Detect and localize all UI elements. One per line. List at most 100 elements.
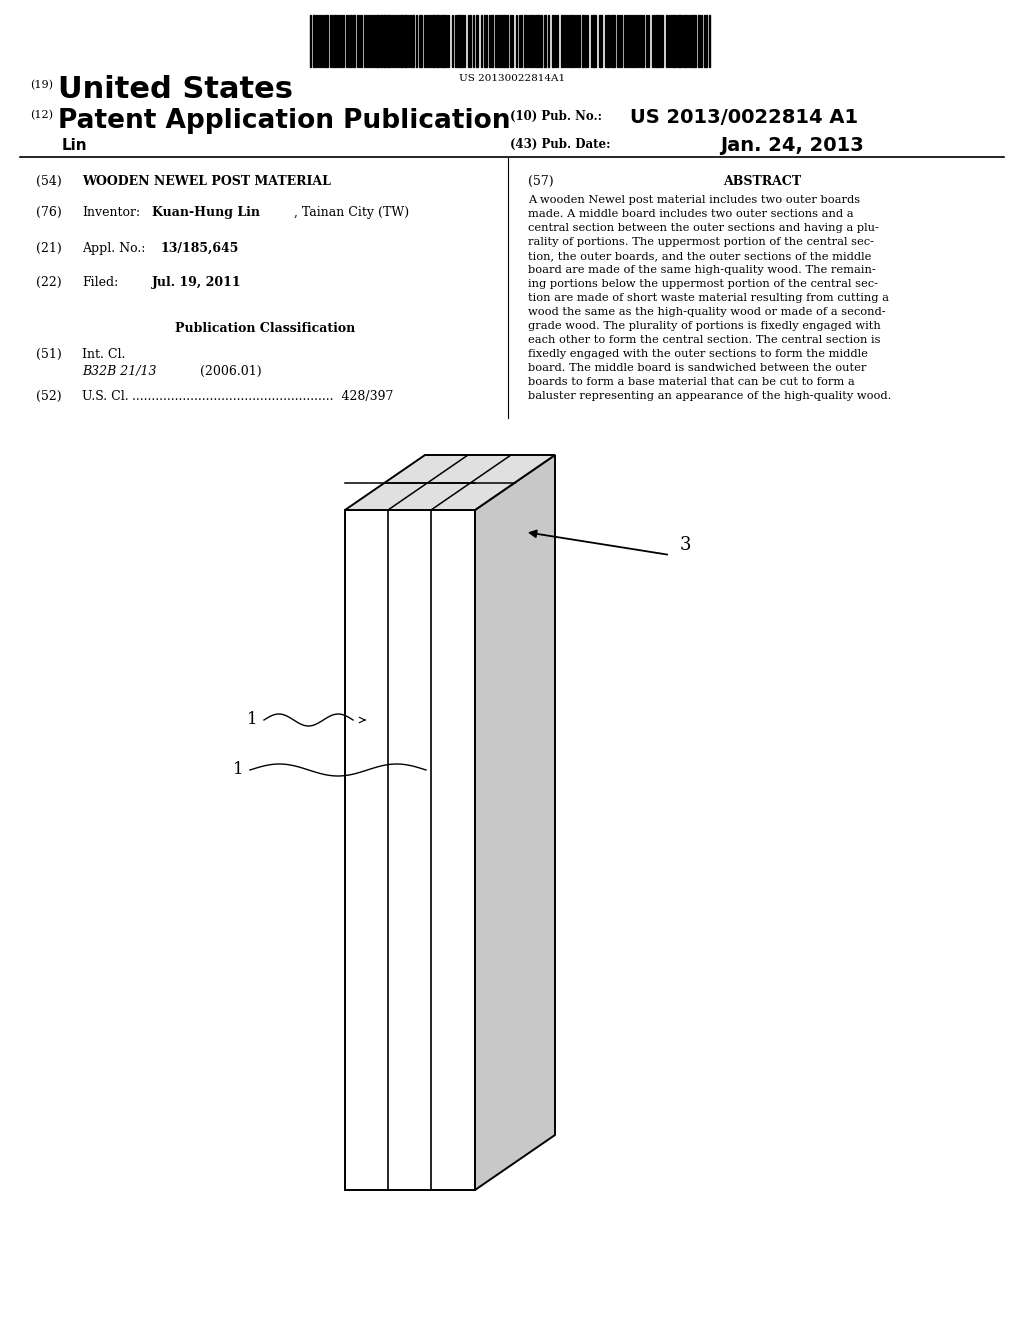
- Bar: [383, 15, 386, 67]
- Bar: [393, 15, 395, 67]
- Text: (21): (21): [36, 242, 61, 255]
- Bar: [536, 15, 539, 67]
- Text: tion, the outer boards, and the outer sections of the middle: tion, the outer boards, and the outer se…: [528, 251, 871, 261]
- Polygon shape: [345, 455, 555, 510]
- Bar: [607, 15, 609, 67]
- Text: wood the same as the high-quality wood or made of a second-: wood the same as the high-quality wood o…: [528, 308, 886, 317]
- Bar: [457, 15, 460, 67]
- Text: board are made of the same high-quality wood. The remain-: board are made of the same high-quality …: [528, 265, 876, 275]
- Bar: [503, 15, 505, 67]
- Text: Lin: Lin: [62, 139, 88, 153]
- Bar: [436, 15, 439, 67]
- Text: (10) Pub. No.:: (10) Pub. No.:: [510, 110, 602, 123]
- Bar: [376, 15, 379, 67]
- Bar: [570, 15, 572, 67]
- Text: ....................................................  428/397: ........................................…: [128, 389, 393, 403]
- Text: Filed:: Filed:: [82, 276, 118, 289]
- Text: rality of portions. The uppermost portion of the central sec-: rality of portions. The uppermost portio…: [528, 238, 874, 247]
- Bar: [690, 15, 692, 67]
- Text: (19): (19): [30, 81, 53, 90]
- Text: 1: 1: [232, 762, 244, 779]
- Text: board. The middle board is sandwiched between the outer: board. The middle board is sandwiched be…: [528, 363, 866, 374]
- Text: Jul. 19, 2011: Jul. 19, 2011: [152, 276, 242, 289]
- Bar: [698, 15, 700, 67]
- Text: (51): (51): [36, 348, 61, 360]
- Text: Int. Cl.: Int. Cl.: [82, 348, 125, 360]
- Bar: [432, 15, 435, 67]
- Bar: [544, 15, 546, 67]
- Text: baluster representing an appearance of the high-quality wood.: baluster representing an appearance of t…: [528, 391, 891, 401]
- Text: (52): (52): [36, 389, 61, 403]
- Bar: [524, 15, 526, 67]
- Bar: [599, 15, 602, 67]
- Text: (2006.01): (2006.01): [200, 366, 261, 378]
- Text: 3: 3: [680, 536, 691, 554]
- Bar: [632, 15, 634, 67]
- Text: 1: 1: [247, 711, 257, 729]
- Text: (57): (57): [528, 176, 554, 187]
- Text: Appl. No.:: Appl. No.:: [82, 242, 150, 255]
- Text: Kuan-Hung Lin: Kuan-Hung Lin: [152, 206, 260, 219]
- Bar: [419, 15, 422, 67]
- Bar: [461, 15, 463, 67]
- Text: Patent Application Publication: Patent Application Publication: [58, 108, 511, 135]
- Text: tion are made of short waste material resulting from cutting a: tion are made of short waste material re…: [528, 293, 889, 304]
- Bar: [334, 15, 336, 67]
- Bar: [326, 15, 328, 67]
- Text: United States: United States: [58, 75, 293, 104]
- Text: WOODEN NEWEL POST MATERIAL: WOODEN NEWEL POST MATERIAL: [82, 176, 331, 187]
- Bar: [350, 15, 352, 67]
- Text: Inventor:: Inventor:: [82, 206, 140, 219]
- Bar: [705, 15, 707, 67]
- Text: A wooden Newel post material includes two outer boards: A wooden Newel post material includes tw…: [528, 195, 860, 205]
- Text: Publication Classification: Publication Classification: [175, 322, 355, 335]
- Text: (43) Pub. Date:: (43) Pub. Date:: [510, 139, 610, 150]
- Text: made. A middle board includes two outer sections and a: made. A middle board includes two outer …: [528, 209, 854, 219]
- Bar: [490, 15, 493, 67]
- Bar: [484, 15, 487, 67]
- Bar: [561, 15, 563, 67]
- Bar: [540, 15, 542, 67]
- Bar: [497, 15, 499, 67]
- Bar: [412, 15, 414, 67]
- Text: each other to form the central section. The central section is: each other to form the central section. …: [528, 335, 881, 345]
- Bar: [500, 15, 502, 67]
- Bar: [582, 15, 584, 67]
- Text: fixedly engaged with the outer sections to form the middle: fixedly engaged with the outer sections …: [528, 348, 868, 359]
- Text: (22): (22): [36, 276, 61, 289]
- Text: ABSTRACT: ABSTRACT: [723, 176, 801, 187]
- Bar: [506, 15, 508, 67]
- Polygon shape: [345, 510, 475, 1191]
- Bar: [313, 15, 315, 67]
- Bar: [552, 15, 554, 67]
- Text: Jan. 24, 2013: Jan. 24, 2013: [720, 136, 864, 154]
- Bar: [442, 15, 445, 67]
- Bar: [678, 15, 681, 67]
- Text: B32B 21/13: B32B 21/13: [82, 366, 157, 378]
- Bar: [612, 15, 615, 67]
- Text: ing portions below the uppermost portion of the central sec-: ing portions below the uppermost portion…: [528, 279, 878, 289]
- Bar: [656, 15, 659, 67]
- Polygon shape: [475, 455, 555, 1191]
- Bar: [476, 15, 478, 67]
- Text: US 2013/0022814 A1: US 2013/0022814 A1: [630, 108, 858, 127]
- Text: (54): (54): [36, 176, 61, 187]
- Text: (76): (76): [36, 206, 61, 219]
- Text: central section between the outer sections and having a plu-: central section between the outer sectio…: [528, 223, 879, 234]
- Text: 13/185,645: 13/185,645: [160, 242, 239, 255]
- Bar: [693, 15, 696, 67]
- Bar: [380, 15, 382, 67]
- Text: (12): (12): [30, 110, 53, 120]
- Bar: [672, 15, 675, 67]
- Text: U.S. Cl.: U.S. Cl.: [82, 389, 129, 403]
- Text: grade wood. The plurality of portions is fixedly engaged with: grade wood. The plurality of portions is…: [528, 321, 881, 331]
- Bar: [353, 15, 355, 67]
- Bar: [684, 15, 687, 67]
- Text: US 20130022814A1: US 20130022814A1: [459, 74, 565, 83]
- Bar: [531, 15, 534, 67]
- Bar: [387, 15, 390, 67]
- Bar: [404, 15, 407, 67]
- Text: , Tainan City (TW): , Tainan City (TW): [294, 206, 410, 219]
- Bar: [593, 15, 596, 67]
- Bar: [400, 15, 403, 67]
